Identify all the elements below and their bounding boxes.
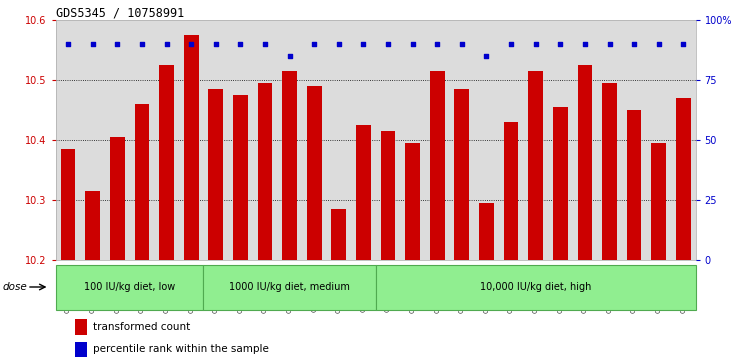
Point [283, 53, 295, 59]
Point [259, 41, 271, 47]
Bar [61, 149, 75, 260]
Bar [184, 35, 199, 260]
Text: 1000 IU/kg diet, medium: 1000 IU/kg diet, medium [229, 282, 350, 292]
Bar [430, 71, 445, 260]
Point [407, 41, 419, 47]
Text: 100 IU/kg diet, low: 100 IU/kg diet, low [84, 282, 176, 292]
Point [677, 41, 689, 47]
Bar [257, 83, 272, 260]
Point [136, 41, 148, 47]
Bar [405, 143, 420, 260]
FancyBboxPatch shape [203, 265, 376, 310]
FancyBboxPatch shape [376, 265, 696, 310]
Point [87, 41, 99, 47]
Text: GDS5345 / 10758991: GDS5345 / 10758991 [56, 7, 184, 20]
Bar [651, 143, 666, 260]
Text: percentile rank within the sample: percentile rank within the sample [93, 344, 269, 355]
Bar [307, 86, 321, 260]
Point [603, 41, 615, 47]
Bar [110, 137, 125, 260]
Bar [504, 122, 519, 260]
Point [234, 41, 246, 47]
Text: transformed count: transformed count [93, 322, 190, 332]
Point [382, 41, 394, 47]
Point [628, 41, 640, 47]
FancyBboxPatch shape [56, 265, 203, 310]
Bar [381, 131, 395, 260]
Bar [577, 65, 592, 260]
Bar [626, 110, 641, 260]
Bar [208, 89, 223, 260]
Bar [135, 104, 150, 260]
Bar [553, 107, 568, 260]
Text: 10,000 IU/kg diet, high: 10,000 IU/kg diet, high [480, 282, 591, 292]
Text: dose: dose [2, 282, 27, 292]
Point [210, 41, 222, 47]
Bar [75, 319, 86, 335]
Bar [528, 71, 543, 260]
Point [333, 41, 344, 47]
Bar [75, 342, 86, 357]
Bar [676, 98, 690, 260]
Bar [233, 95, 248, 260]
Point [505, 41, 517, 47]
Bar [86, 191, 100, 260]
Point [308, 41, 320, 47]
Point [357, 41, 369, 47]
Bar [602, 83, 617, 260]
Bar [356, 125, 371, 260]
Point [554, 41, 566, 47]
Bar [455, 89, 469, 260]
Bar [282, 71, 297, 260]
Point [432, 41, 443, 47]
Bar [331, 209, 346, 260]
Point [62, 41, 74, 47]
Point [652, 41, 664, 47]
Point [579, 41, 591, 47]
Point [530, 41, 542, 47]
Point [185, 41, 197, 47]
Point [456, 41, 468, 47]
Bar [479, 203, 494, 260]
Point [481, 53, 493, 59]
Point [112, 41, 124, 47]
Bar [159, 65, 174, 260]
Point [161, 41, 173, 47]
